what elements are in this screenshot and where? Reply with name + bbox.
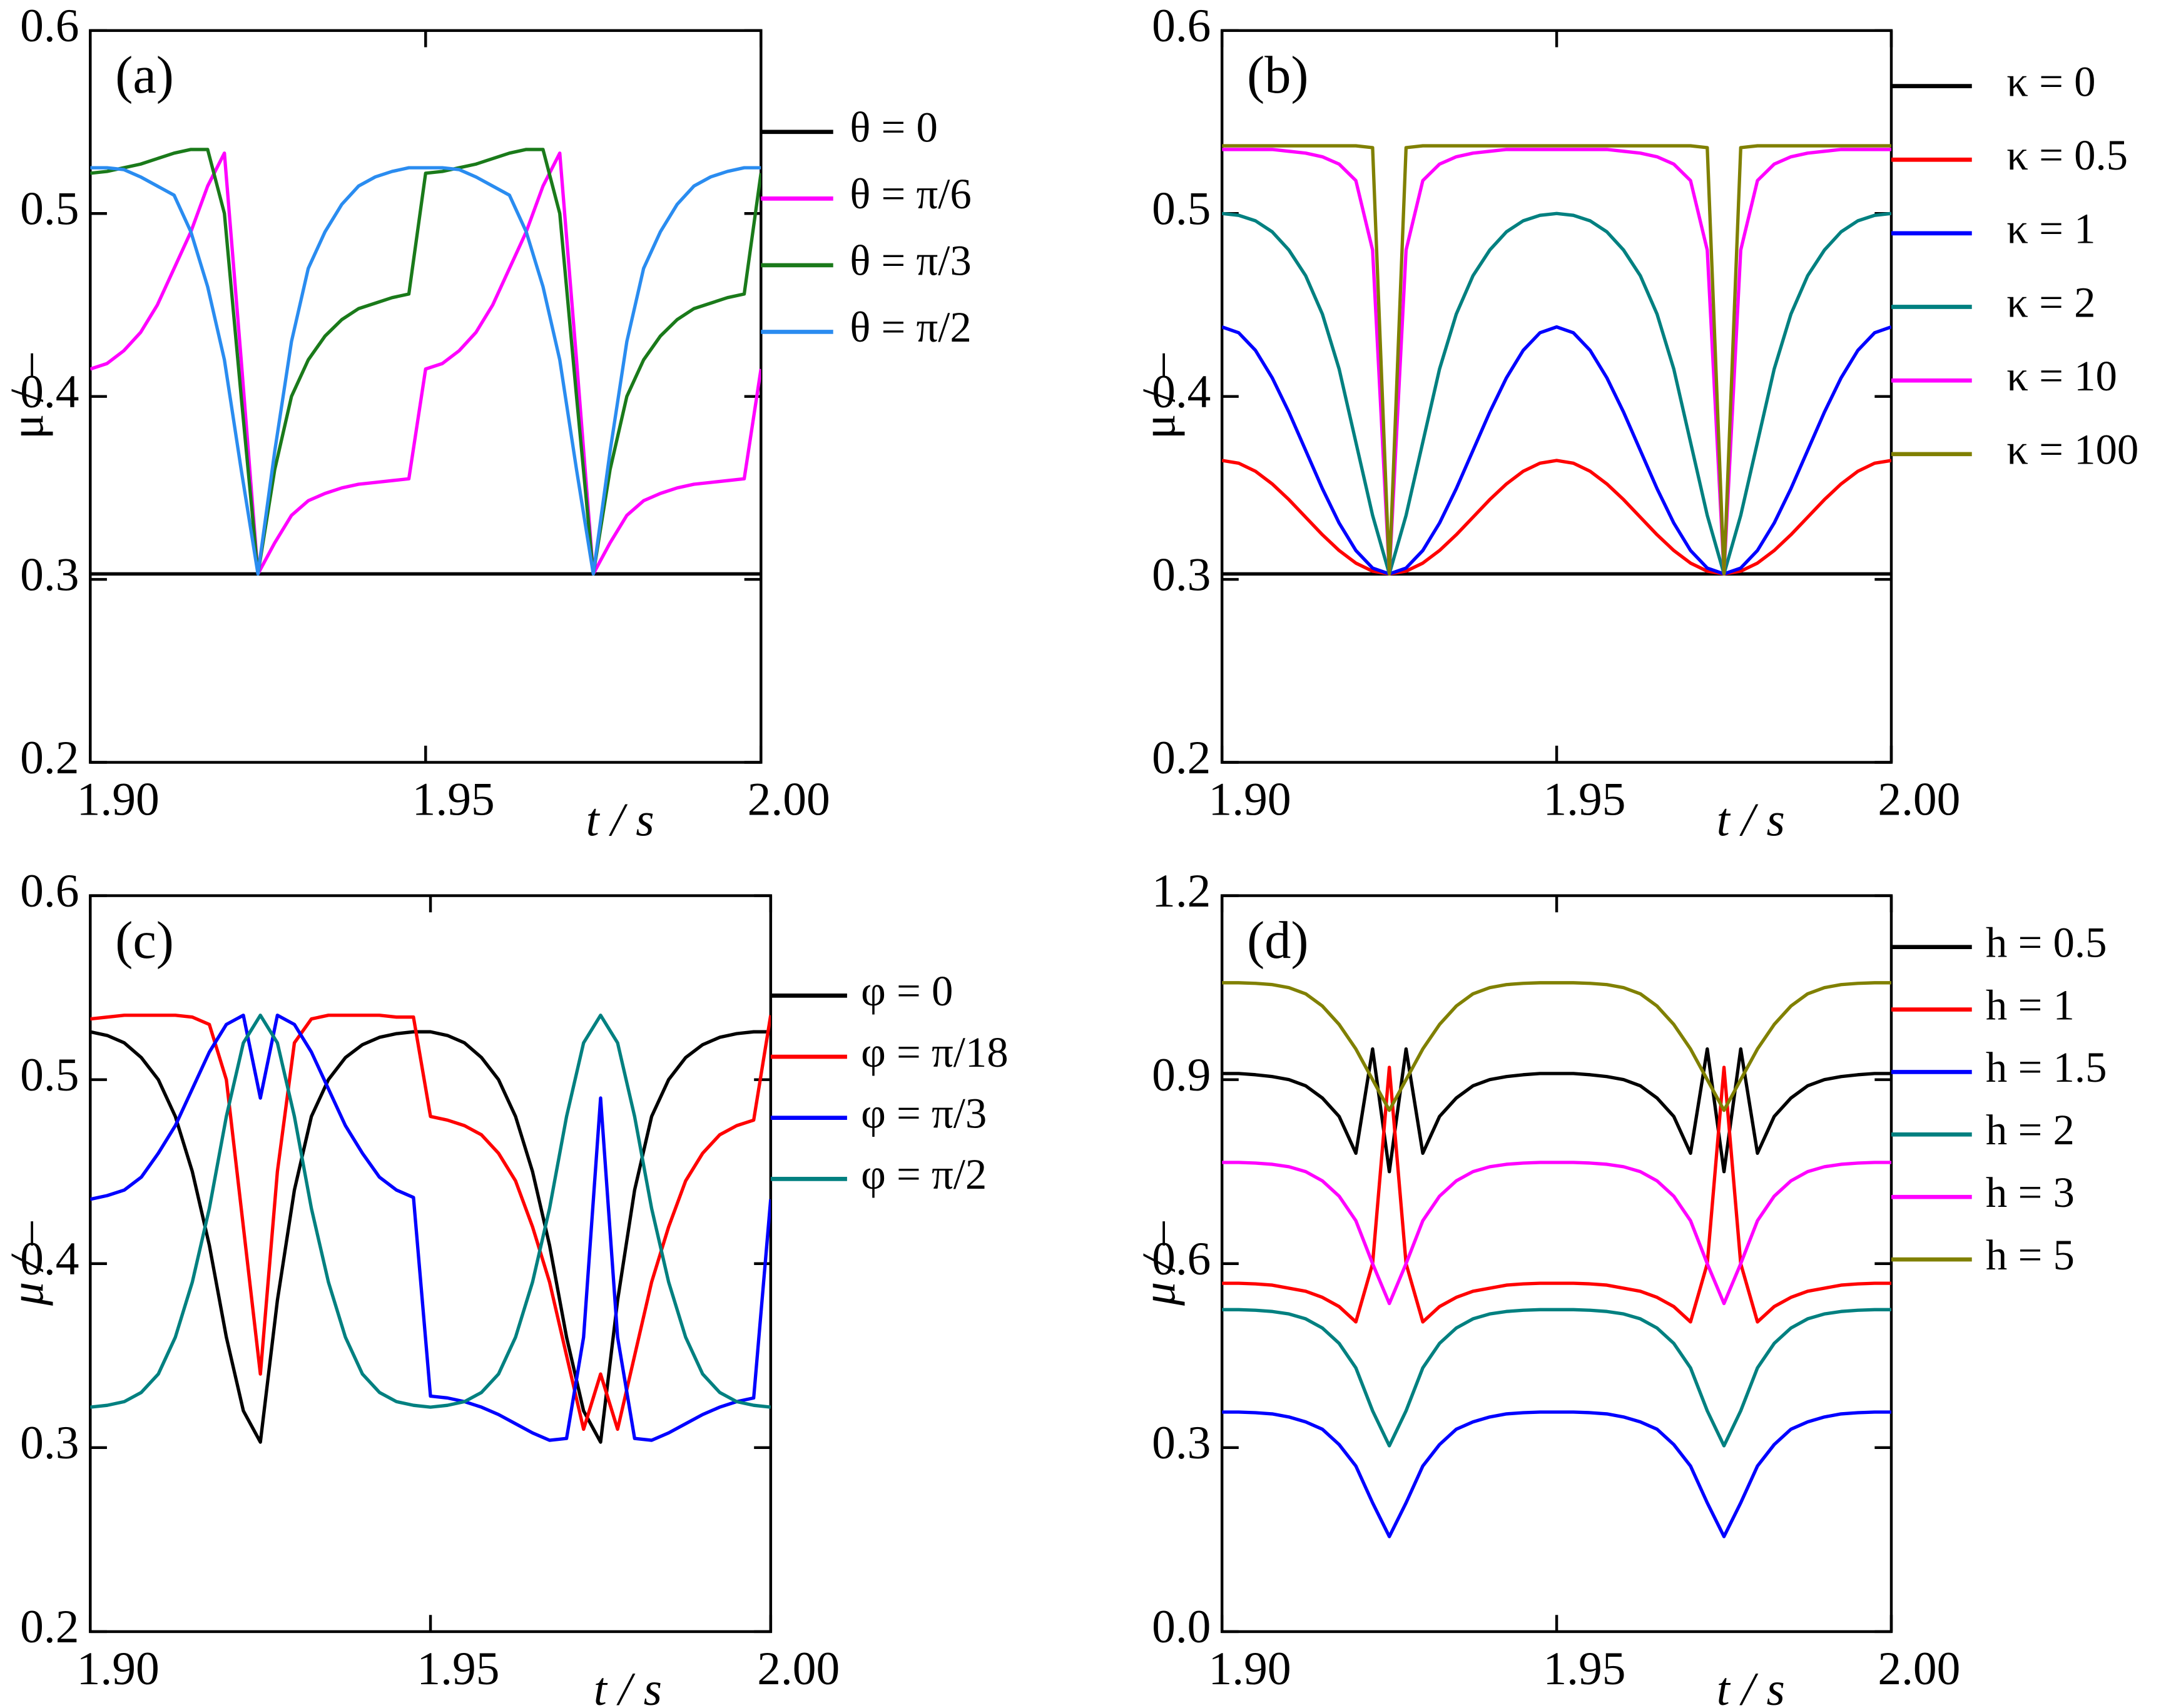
y-tick-label: 0.5: [20, 1049, 79, 1101]
y-tick-label: 0.3: [1152, 549, 1211, 601]
legend-label: φ = 0: [861, 967, 953, 1015]
x-tick-label: 1.95: [1543, 1643, 1625, 1695]
y-tick-label: 0.5: [20, 183, 79, 235]
x-tick-label: 1.90: [77, 773, 160, 825]
x-tick-label: 1.95: [412, 773, 495, 825]
data-line: [1222, 1065, 1891, 1324]
data-line: [1222, 325, 1891, 576]
data-line: [1222, 211, 1891, 576]
y-tick-label: 0.9: [1152, 1049, 1211, 1101]
data-line: [1222, 1161, 1891, 1306]
x-tick-label: 1.95: [417, 1643, 499, 1695]
x-axis-label: t / s: [594, 1664, 662, 1708]
legend-label: h = 0.5: [1986, 918, 2107, 966]
y-tick-label: 0.3: [1152, 1417, 1211, 1469]
y-axis-label: μ / –: [1133, 1221, 1185, 1306]
data-line: [90, 166, 761, 576]
legend-label: θ = 0: [850, 104, 938, 151]
legend-label: θ = π/3: [850, 237, 971, 285]
data-line: [90, 1030, 771, 1444]
panel-label: (b): [1247, 46, 1308, 104]
y-axis-label: μ / –: [1, 353, 53, 439]
y-tick-label: 0.2: [20, 1601, 79, 1653]
x-tick-label: 1.90: [1209, 773, 1291, 825]
x-tick-label: 2.00: [748, 773, 830, 825]
x-axis-label: t / s: [586, 795, 654, 846]
data-line: [1222, 1410, 1891, 1538]
x-axis-label: t / s: [1717, 1664, 1785, 1708]
legend-label: κ = 100: [2006, 426, 2138, 474]
data-line: [90, 1014, 771, 1409]
data-line: [90, 1014, 771, 1431]
legend-label: κ = 0.5: [2006, 131, 2128, 179]
legend-label: κ = 0: [2006, 58, 2095, 105]
data-line: [1222, 459, 1891, 576]
legend-label: κ = 1: [2006, 205, 2095, 253]
legend-label: κ = 10: [2006, 352, 2117, 400]
y-tick-label: 0.3: [20, 1417, 79, 1469]
y-tick-label: 0.6: [1152, 0, 1211, 52]
panel-label: (c): [115, 912, 174, 970]
y-tick-label: 0.4: [20, 366, 79, 418]
legend-label: h = 5: [1986, 1231, 2075, 1279]
data-line: [1222, 1047, 1891, 1174]
data-line: [1222, 144, 1891, 576]
x-tick-label: 1.90: [77, 1643, 160, 1695]
legend-label: h = 1: [1986, 981, 2075, 1029]
x-tick-label: 2.00: [1878, 773, 1960, 825]
legend-label: φ = π/2: [861, 1151, 987, 1198]
y-tick-label: 0.3: [20, 549, 79, 601]
y-tick-label: 0.0: [1152, 1601, 1211, 1653]
x-tick-label: 1.90: [1209, 1643, 1291, 1695]
legend-label: κ = 2: [2006, 278, 2095, 326]
legend-label: φ = π/18: [861, 1029, 1009, 1076]
panel: 0.0 0.3 0.6 0.9 1.2 1.90 1.95 2.00 t / s μ / – (d)…: [1133, 865, 2107, 1708]
data-line: [90, 1014, 771, 1442]
y-tick-label: 0.6: [20, 0, 79, 52]
legend-label: h = 1.5: [1986, 1044, 2107, 1091]
y-tick-label: 0.5: [1152, 183, 1211, 235]
panel-label: (d): [1247, 912, 1308, 970]
panel: 0.2 0.3 0.4 0.5 0.6 1.90 1.95 2.00 t / s μ / – (c)…: [1, 865, 1008, 1708]
y-tick-label: 1.2: [1152, 865, 1211, 917]
legend-label: φ = π/3: [861, 1089, 987, 1137]
x-axis-label: t / s: [1717, 795, 1785, 846]
y-tick-label: 0.4: [1152, 366, 1211, 418]
x-tick-label: 2.00: [1878, 1643, 1960, 1695]
y-tick-label: 0.4: [20, 1233, 79, 1285]
y-axis-label: μ / –: [1133, 353, 1185, 439]
x-tick-label: 1.95: [1543, 773, 1625, 825]
y-axis-label: μ / –: [1, 1221, 53, 1306]
y-tick-label: 0.6: [1152, 1233, 1211, 1285]
data-line: [1222, 981, 1891, 1112]
legend-label: θ = π/6: [850, 170, 971, 218]
data-line: [1222, 1308, 1891, 1448]
data-line: [90, 148, 761, 576]
y-tick-label: 0.2: [20, 732, 79, 784]
x-tick-label: 2.00: [757, 1643, 840, 1695]
legend-label: θ = π/2: [850, 303, 971, 351]
panel-label: (a): [115, 46, 174, 104]
panel: 0.2 0.3 0.4 0.5 0.6 1.90 1.95 2.00 t / s μ / – (b)…: [1133, 0, 2138, 846]
data-line: [90, 151, 761, 576]
y-tick-label: 0.6: [20, 865, 79, 917]
y-tick-label: 0.2: [1152, 732, 1211, 784]
panel: 0.2 0.3 0.4 0.5 0.6 1.90 1.95 2.00 t / s μ / – (a)…: [1, 0, 971, 846]
legend-label: h = 2: [1986, 1106, 2075, 1154]
legend-label: h = 3: [1986, 1169, 2075, 1216]
data-line: [1222, 148, 1891, 576]
